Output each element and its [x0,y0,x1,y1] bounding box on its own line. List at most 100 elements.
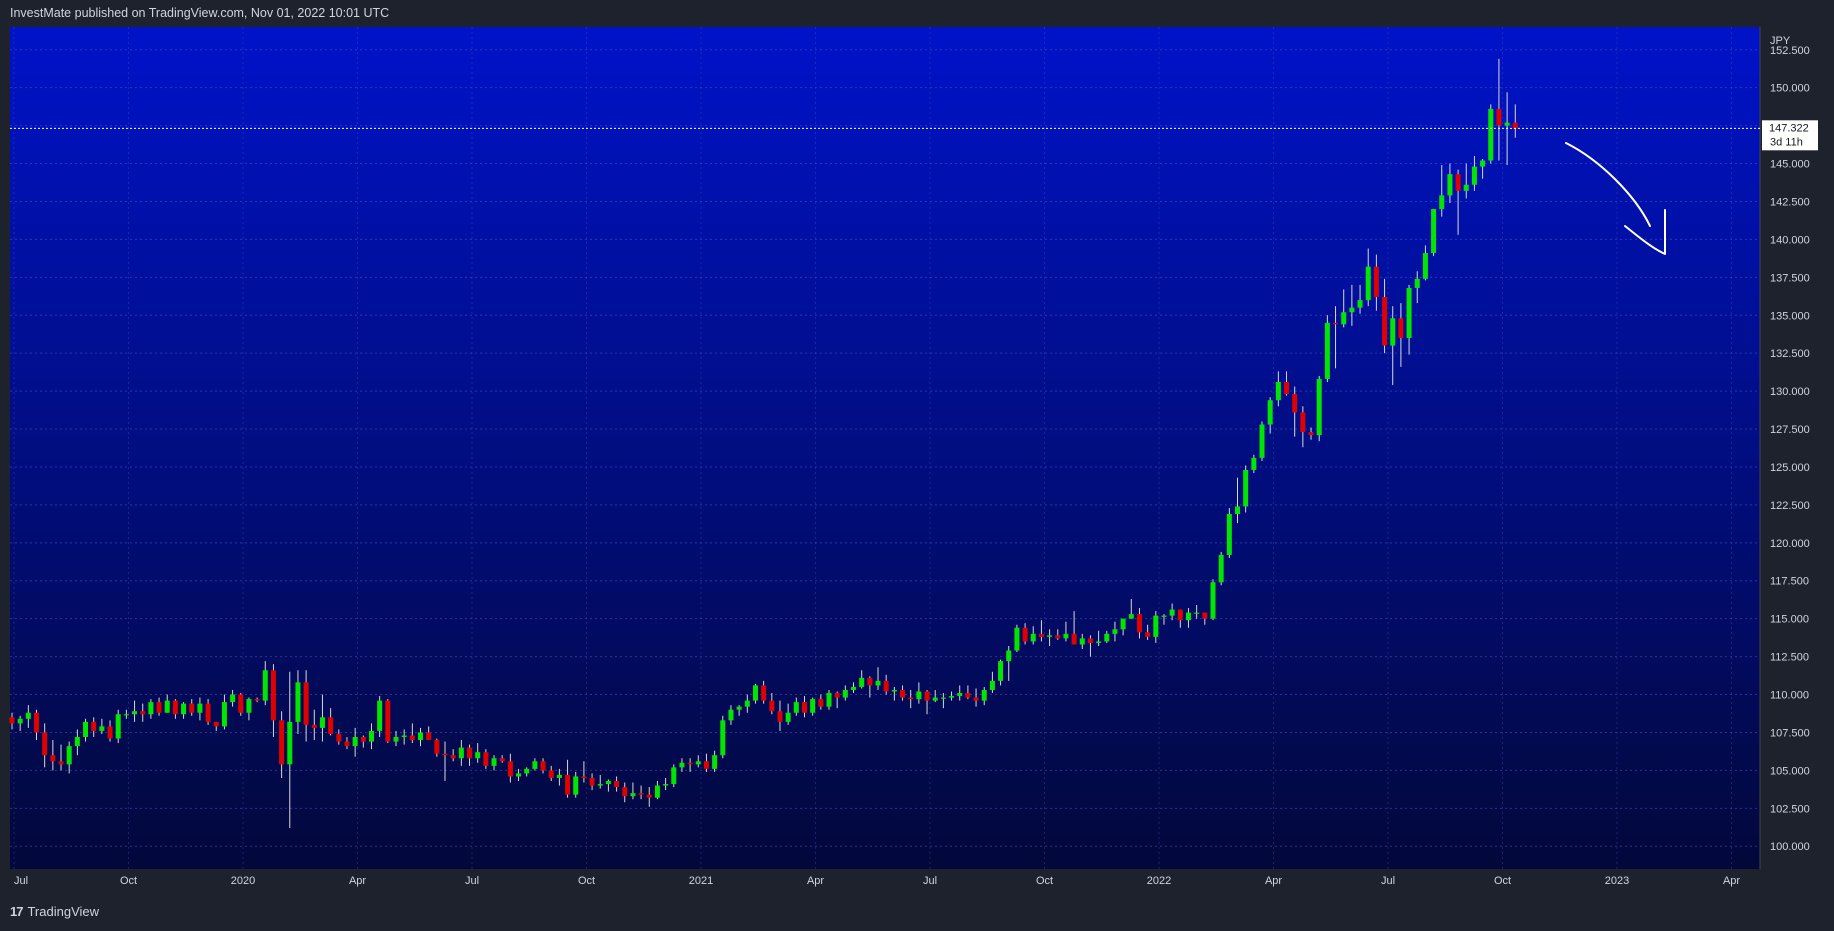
candle-up [458,747,464,759]
candle-down [450,755,456,759]
candle-up [810,699,816,713]
candle-up [891,689,897,692]
candle-down [614,781,620,788]
candle-up [1349,307,1355,313]
candle-down [1382,297,1388,346]
plot-area[interactable] [10,27,1760,869]
candle-up [66,746,72,765]
y-tick-label: 120.000 [1770,538,1810,550]
y-tick-label: 150.000 [1770,83,1810,95]
candle-up [981,689,987,701]
candle-up [1275,382,1281,401]
candle-up [793,702,799,713]
x-tick-label: Jul [465,875,479,887]
candle-up [1463,184,1469,191]
candle-up [1243,469,1249,507]
candle-down [801,702,807,713]
candle-down [540,761,546,771]
x-tick-label: Jul [923,875,937,887]
y-tick-label: 125.000 [1770,462,1810,474]
y-tick-label: 105.000 [1770,765,1810,777]
candle-up [164,700,170,713]
candle-down [303,682,309,725]
candle-down [1136,614,1142,633]
candle-up [17,718,23,724]
candle-down [1202,612,1208,619]
candle-down [1398,318,1404,339]
candle-down [867,677,873,686]
candle-up [246,699,252,713]
x-tick-label: Oct [1036,875,1053,887]
candle-down [834,693,840,698]
last-price-label: 147.322 3d 11h [1762,120,1818,151]
candle-up [728,709,734,721]
candle-down [703,761,709,769]
candle-down [344,741,350,747]
candle-down [1512,122,1518,129]
price-axis[interactable]: JPY 100.000 102.500 105.000 107.500 110.000 1… [1770,35,1810,853]
candle-down [328,717,334,734]
y-tick-label: 130.000 [1770,386,1810,398]
candle-down [565,774,571,795]
candle-up [842,689,848,698]
candle-down [434,740,440,754]
candle-up [115,714,121,739]
candle-up [916,691,922,700]
candle-down [638,793,644,795]
x-tick-label: Apr [1265,875,1282,887]
candle-down [156,702,162,713]
candle-up [1390,318,1396,346]
candle-down [34,712,40,733]
candle-down [687,762,693,765]
candle-down [622,787,628,797]
candle-up [1063,633,1069,639]
drawn-arrow-annotation [1565,142,1666,255]
candle-down [1333,322,1339,325]
candle-up [524,768,530,774]
time-axis[interactable]: Jul Oct 2020 Apr Jul Oct 2021 Apr Jul Oct 2022 Apr J… [14,875,1740,887]
y-tick-label: 110.000 [1770,690,1809,702]
x-tick-label: 2023 [1605,875,1629,887]
candle-up [1030,633,1036,642]
y-tick-label: 122.500 [1770,500,1810,512]
candle-up [859,677,865,687]
candle-up [1169,609,1175,616]
candle-up [148,702,154,715]
candle-down [499,758,505,762]
candle-up [1439,195,1445,210]
candle-up [663,784,669,786]
candle-down [213,721,219,727]
candle-up [630,793,636,797]
x-tick-label: Oct [1494,875,1511,887]
candle-down [646,794,652,798]
candle-up [25,712,31,719]
candle-up [1096,641,1102,643]
x-tick-label: Apr [349,875,366,887]
candle-down [548,770,554,778]
candle-down [1455,174,1461,191]
x-tick-label: 2021 [689,875,713,887]
candle-down [883,680,889,692]
candle-down [467,747,473,759]
candle-up [1357,300,1363,308]
y-tick-label: 115.000 [1770,614,1809,626]
candle-down [818,699,824,707]
candle-up [1488,108,1494,161]
y-tick-label: 137.500 [1770,272,1810,284]
y-tick-label: 102.500 [1770,803,1810,815]
candle-up [83,721,89,738]
y-tick-label: 132.500 [1770,348,1810,360]
candle-up [287,721,293,765]
candle-down [58,761,64,765]
candle-down [254,699,260,701]
candle-down [1292,394,1298,413]
candle-up [679,762,685,768]
candle-up [597,784,603,786]
candle-up [940,697,946,699]
y-tick-label: 112.500 [1770,652,1809,664]
candle-down [140,711,146,715]
y-tick-label: 145.000 [1770,159,1810,171]
candle-up [1341,312,1347,325]
candle-up [181,703,187,715]
